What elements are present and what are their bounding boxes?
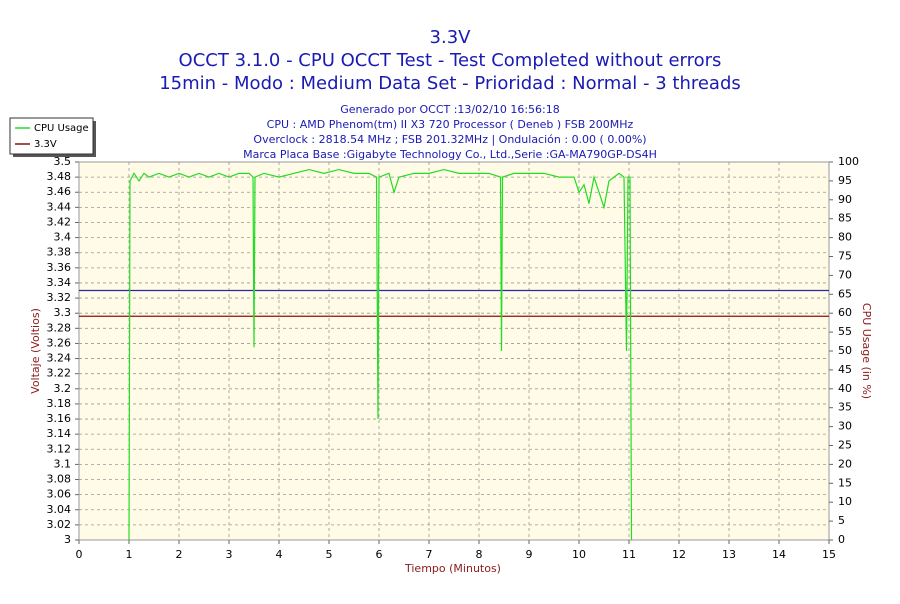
title: OCCT 3.1.0 - CPU OCCT Test - Test Comple… bbox=[179, 50, 722, 71]
subtitle: Overclock : 2818.54 MHz ; FSB 201.32MHz … bbox=[253, 133, 646, 146]
y-tick-label: 3.12 bbox=[47, 442, 72, 455]
y-tick-label: 3.46 bbox=[47, 185, 72, 198]
y2-tick-label: 90 bbox=[838, 193, 852, 206]
y2-tick-label: 0 bbox=[838, 533, 845, 546]
x-tick-label: 4 bbox=[276, 548, 283, 561]
y-tick-label: 3.3 bbox=[54, 306, 72, 319]
x-tick-label: 14 bbox=[772, 548, 786, 561]
y-tick-label: 3.06 bbox=[47, 488, 72, 501]
x-tick-label: 5 bbox=[326, 548, 333, 561]
y2-tick-label: 15 bbox=[838, 476, 852, 489]
y-tick-label: 3.42 bbox=[47, 215, 72, 228]
legend-label: 3.3V bbox=[34, 139, 57, 150]
y-tick-label: 3.38 bbox=[47, 246, 72, 259]
x-tick-label: 0 bbox=[76, 548, 83, 561]
plot-area bbox=[78, 161, 830, 541]
x-tick-label: 3 bbox=[226, 548, 233, 561]
y-tick-label: 3.36 bbox=[47, 261, 72, 274]
y2-tick-label: 95 bbox=[838, 174, 852, 187]
y2-tick-label: 55 bbox=[838, 325, 852, 338]
x-tick-label: 11 bbox=[622, 548, 636, 561]
series-line bbox=[128, 168, 633, 541]
y-tick-label: 3.1 bbox=[54, 457, 72, 470]
legend bbox=[9, 117, 94, 155]
x-tick-label: 10 bbox=[572, 548, 586, 561]
x-tick-label: 6 bbox=[376, 548, 383, 561]
subtitle: Marca Placa Base :Gigabyte Technology Co… bbox=[243, 148, 657, 161]
x-tick-label: 13 bbox=[722, 548, 736, 561]
y-tick-label: 3.24 bbox=[47, 352, 72, 365]
title: 15min - Modo : Medium Data Set - Priorid… bbox=[159, 73, 741, 94]
x-tick-label: 1 bbox=[126, 548, 133, 561]
y-tick-label: 3.4 bbox=[54, 231, 72, 244]
y2-tick-label: 75 bbox=[838, 250, 852, 263]
y2-tick-label: 5 bbox=[838, 514, 845, 527]
y-tick-label: 3.14 bbox=[47, 427, 72, 440]
y2-tick-label: 20 bbox=[838, 457, 852, 470]
y-tick-label: 3.08 bbox=[47, 473, 72, 486]
x-axis-label: Tiempo (Minutos) bbox=[404, 562, 501, 575]
y2-tick-label: 100 bbox=[838, 155, 859, 168]
y2-tick-label: 65 bbox=[838, 287, 852, 300]
x-tick-label: 7 bbox=[426, 548, 433, 561]
y-axis-label: Voltaje (Voltios) bbox=[29, 308, 42, 394]
title: 3.3V bbox=[430, 27, 472, 48]
y2-tick-label: 80 bbox=[838, 231, 852, 244]
y-tick-label: 3.44 bbox=[47, 200, 72, 213]
y2-tick-label: 70 bbox=[838, 268, 852, 281]
y-tick-label: 3.48 bbox=[47, 170, 72, 183]
x-tick-label: 8 bbox=[476, 548, 483, 561]
y2-tick-label: 85 bbox=[838, 212, 852, 225]
y2-tick-label: 60 bbox=[838, 306, 852, 319]
y-tick-label: 3.22 bbox=[47, 367, 72, 380]
legend-label: CPU Usage bbox=[34, 123, 89, 134]
y-tick-label: 3.26 bbox=[47, 336, 72, 349]
y2-tick-label: 50 bbox=[838, 344, 852, 357]
y-tick-label: 3.18 bbox=[47, 397, 72, 410]
subtitle: CPU : AMD Phenom(tm) II X3 720 Processor… bbox=[267, 118, 634, 131]
x-tick-label: 12 bbox=[672, 548, 686, 561]
y-tick-label: 3.16 bbox=[47, 412, 72, 425]
y-tick-label: 3.02 bbox=[47, 518, 72, 531]
subtitle: Generado por OCCT :13/02/10 16:56:18 bbox=[340, 103, 559, 116]
x-tick-label: 9 bbox=[526, 548, 533, 561]
y-tick-label: 3.28 bbox=[47, 321, 72, 334]
x-tick-label: 15 bbox=[822, 548, 836, 561]
y-tick-label: 3 bbox=[64, 533, 71, 546]
y2-tick-label: 25 bbox=[838, 439, 852, 452]
y-tick-label: 3.04 bbox=[47, 503, 72, 516]
y2-tick-label: 45 bbox=[838, 363, 852, 376]
y2-tick-label: 40 bbox=[838, 382, 852, 395]
y2-tick-label: 35 bbox=[838, 401, 852, 414]
y-tick-label: 3.32 bbox=[47, 291, 72, 304]
y-tick-label: 3.5 bbox=[54, 155, 72, 168]
y2-tick-label: 10 bbox=[838, 495, 852, 508]
y-tick-label: 3.34 bbox=[47, 276, 72, 289]
y-tick-label: 3.2 bbox=[54, 382, 72, 395]
y2-axis-label: CPU Usage (in %) bbox=[860, 303, 873, 399]
x-tick-label: 2 bbox=[176, 548, 183, 561]
y2-tick-label: 30 bbox=[838, 420, 852, 433]
